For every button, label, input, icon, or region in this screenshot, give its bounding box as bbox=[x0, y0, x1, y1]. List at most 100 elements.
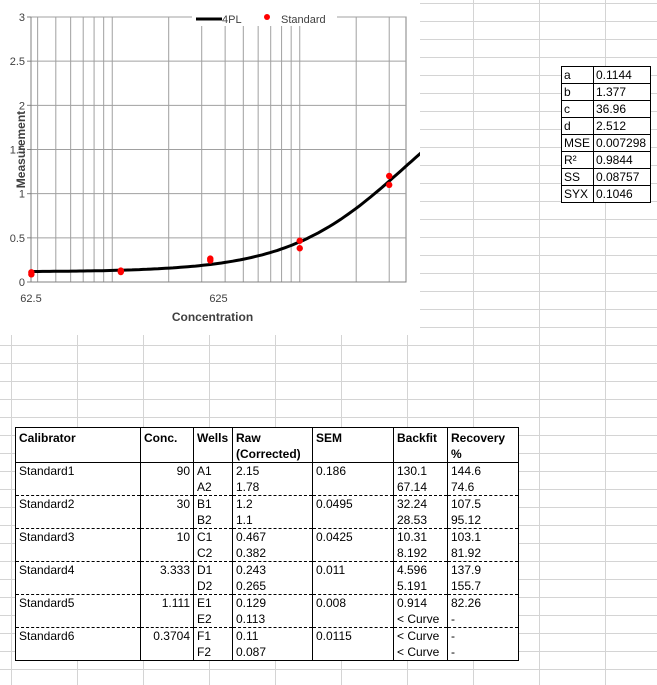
backfit-cell[interactable]: < Curve bbox=[393, 627, 448, 644]
backfit-cell[interactable]: 130.1 bbox=[393, 462, 448, 479]
conc-cell[interactable]: 10 bbox=[140, 528, 194, 545]
recovery-cell[interactable]: 82.26 bbox=[447, 594, 519, 611]
backfit-cell[interactable]: 5.191 bbox=[393, 578, 448, 595]
conc-cell[interactable]: 3.333 bbox=[140, 561, 194, 578]
calibrator-cell[interactable] bbox=[15, 512, 141, 529]
backfit-cell[interactable]: < Curve bbox=[393, 644, 448, 661]
sem-cell[interactable]: 0.0425 bbox=[312, 528, 394, 545]
well-cell[interactable]: F1 bbox=[193, 627, 233, 644]
calibrator-cell[interactable]: Standard1 bbox=[15, 462, 141, 479]
conc-cell[interactable] bbox=[140, 578, 194, 595]
recovery-cell[interactable]: - bbox=[447, 644, 519, 661]
conc-cell[interactable]: 30 bbox=[140, 495, 194, 512]
well-cell[interactable]: B1 bbox=[193, 495, 233, 512]
recovery-cell[interactable]: 137.9 bbox=[447, 561, 519, 578]
raw-cell[interactable]: 0.129 bbox=[232, 594, 313, 611]
recovery-cell[interactable]: - bbox=[447, 627, 519, 644]
raw-cell[interactable]: 0.087 bbox=[232, 644, 313, 661]
conc-cell[interactable]: 90 bbox=[140, 462, 194, 479]
well-cell[interactable]: A1 bbox=[193, 462, 233, 479]
well-cell[interactable]: E1 bbox=[193, 594, 233, 611]
calibrator-cell[interactable] bbox=[15, 611, 141, 628]
calibrator-cell[interactable] bbox=[15, 479, 141, 496]
well-cell[interactable]: C2 bbox=[193, 545, 233, 562]
fit-param-value[interactable]: 0.9844 bbox=[593, 151, 651, 169]
well-cell[interactable]: D2 bbox=[193, 578, 233, 595]
fit-param-value[interactable]: 1.377 bbox=[593, 83, 651, 101]
raw-cell[interactable]: 0.467 bbox=[232, 528, 313, 545]
sem-cell[interactable] bbox=[312, 479, 394, 496]
conc-cell[interactable]: 1.111 bbox=[140, 594, 194, 611]
conc-cell[interactable] bbox=[140, 512, 194, 529]
well-cell[interactable]: F2 bbox=[193, 644, 233, 661]
calibrator-cell[interactable]: Standard2 bbox=[15, 495, 141, 512]
raw-cell[interactable]: 1.78 bbox=[232, 479, 313, 496]
fit-param-key[interactable]: SYX bbox=[561, 185, 594, 203]
recovery-cell[interactable]: 144.6 bbox=[447, 462, 519, 479]
raw-cell[interactable]: 1.1 bbox=[232, 512, 313, 529]
well-cell[interactable]: D1 bbox=[193, 561, 233, 578]
recovery-cell[interactable]: 95.12 bbox=[447, 512, 519, 529]
fit-param-key[interactable]: c bbox=[561, 100, 594, 118]
calibrator-cell[interactable]: Standard6 bbox=[15, 627, 141, 644]
backfit-cell[interactable]: 0.914 bbox=[393, 594, 448, 611]
fit-param-key[interactable]: SS bbox=[561, 168, 594, 186]
conc-cell[interactable] bbox=[140, 611, 194, 628]
sem-cell[interactable]: 0.0115 bbox=[312, 627, 394, 644]
sem-cell[interactable]: 0.011 bbox=[312, 561, 394, 578]
fit-param-key[interactable]: R² bbox=[561, 151, 594, 169]
sem-cell[interactable]: 0.0495 bbox=[312, 495, 394, 512]
fit-param-value[interactable]: 2.512 bbox=[593, 117, 651, 135]
fit-param-value[interactable]: 0.08757 bbox=[593, 168, 651, 186]
recovery-cell[interactable]: 107.5 bbox=[447, 495, 519, 512]
raw-cell[interactable]: 0.265 bbox=[232, 578, 313, 595]
sem-cell[interactable] bbox=[312, 578, 394, 595]
fit-param-key[interactable]: b bbox=[561, 83, 594, 101]
well-cell[interactable]: B2 bbox=[193, 512, 233, 529]
conc-cell[interactable] bbox=[140, 644, 194, 661]
well-cell[interactable]: A2 bbox=[193, 479, 233, 496]
sem-cell[interactable] bbox=[312, 644, 394, 661]
raw-cell[interactable]: 0.382 bbox=[232, 545, 313, 562]
sem-cell[interactable]: 0.186 bbox=[312, 462, 394, 479]
well-cell[interactable]: E2 bbox=[193, 611, 233, 628]
backfit-cell[interactable]: 4.596 bbox=[393, 561, 448, 578]
well-cell[interactable]: C1 bbox=[193, 528, 233, 545]
backfit-cell[interactable]: 32.24 bbox=[393, 495, 448, 512]
calibrator-cell[interactable] bbox=[15, 578, 141, 595]
backfit-cell[interactable]: 28.53 bbox=[393, 512, 448, 529]
calibrator-cell[interactable]: Standard4 bbox=[15, 561, 141, 578]
fit-param-value[interactable]: 0.1046 bbox=[593, 185, 651, 203]
calibrator-cell[interactable] bbox=[15, 545, 141, 562]
raw-cell[interactable]: 2.15 bbox=[232, 462, 313, 479]
conc-cell[interactable] bbox=[140, 545, 194, 562]
sem-cell[interactable]: 0.008 bbox=[312, 594, 394, 611]
fit-param-key[interactable]: a bbox=[561, 66, 594, 84]
conc-cell[interactable] bbox=[140, 479, 194, 496]
calibrator-cell[interactable]: Standard3 bbox=[15, 528, 141, 545]
sem-cell[interactable] bbox=[312, 512, 394, 529]
raw-cell[interactable]: 0.243 bbox=[232, 561, 313, 578]
recovery-cell[interactable]: 103.1 bbox=[447, 528, 519, 545]
calibrator-cell[interactable] bbox=[15, 644, 141, 661]
calibrator-cell[interactable]: Standard5 bbox=[15, 594, 141, 611]
backfit-cell[interactable]: 10.31 bbox=[393, 528, 448, 545]
sem-cell[interactable] bbox=[312, 545, 394, 562]
recovery-cell[interactable]: 74.6 bbox=[447, 479, 519, 496]
backfit-cell[interactable]: 8.192 bbox=[393, 545, 448, 562]
conc-cell[interactable]: 0.3704 bbox=[140, 627, 194, 644]
recovery-cell[interactable]: 155.7 bbox=[447, 578, 519, 595]
fit-param-value[interactable]: 36.96 bbox=[593, 100, 651, 118]
fit-param-value[interactable]: 0.1144 bbox=[593, 66, 651, 84]
raw-cell[interactable]: 1.2 bbox=[232, 495, 313, 512]
fit-param-value[interactable]: 0.007298 bbox=[593, 134, 651, 152]
recovery-cell[interactable]: 81.92 bbox=[447, 545, 519, 562]
fit-param-key[interactable]: MSE bbox=[561, 134, 594, 152]
fit-param-key[interactable]: d bbox=[561, 117, 594, 135]
backfit-cell[interactable]: < Curve bbox=[393, 611, 448, 628]
raw-cell[interactable]: 0.113 bbox=[232, 611, 313, 628]
calibration-chart[interactable]: 0 0.5 1 1.5 2 2.5 3 62.5 625 Concentration Measure… bbox=[0, 0, 420, 335]
raw-cell[interactable]: 0.11 bbox=[232, 627, 313, 644]
sem-cell[interactable] bbox=[312, 611, 394, 628]
backfit-cell[interactable]: 67.14 bbox=[393, 479, 448, 496]
